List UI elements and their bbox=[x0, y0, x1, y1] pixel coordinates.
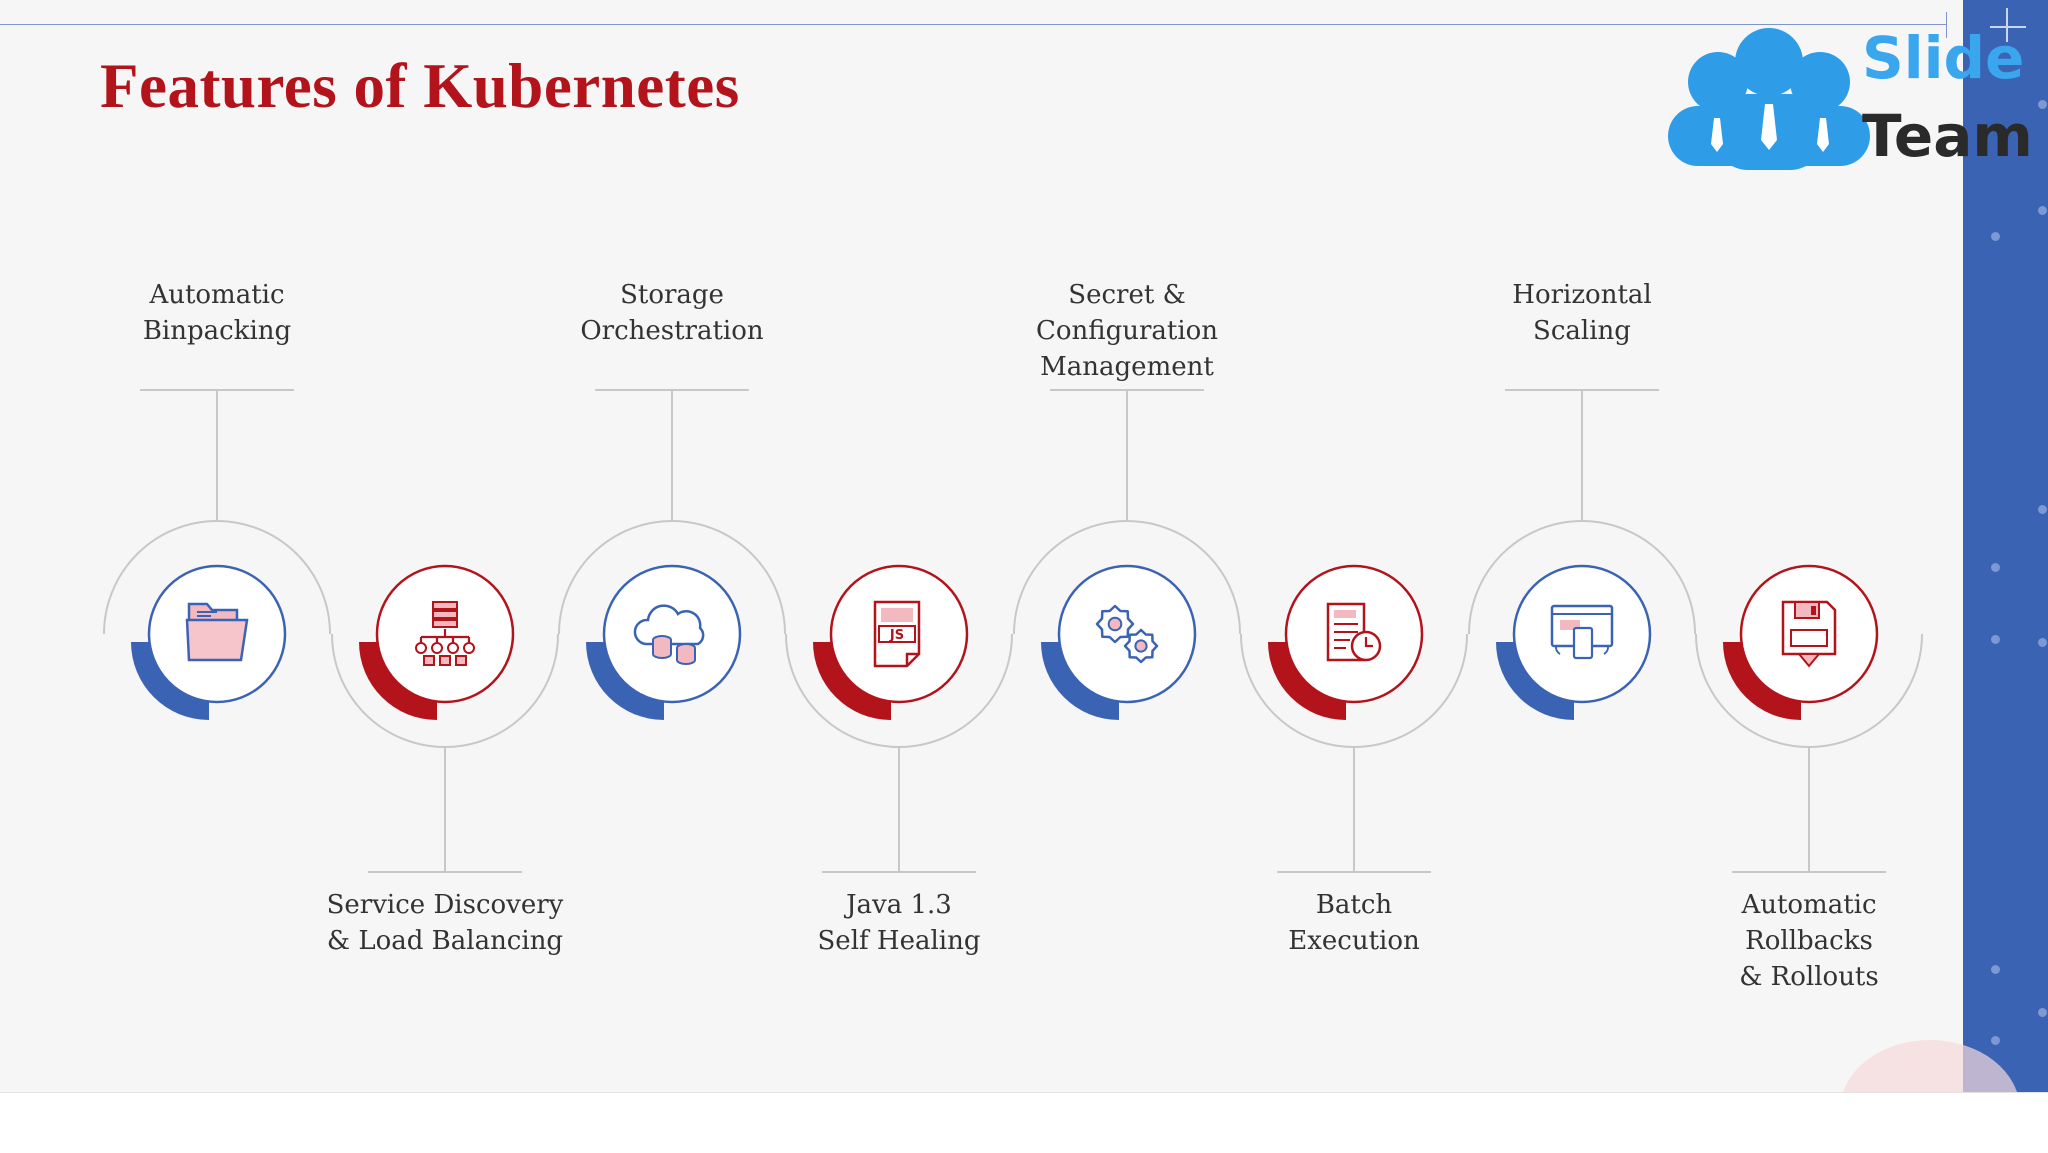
outer-ring-arc bbox=[1695, 633, 1923, 748]
feature-label: Java 1.3 Self Healing bbox=[818, 890, 981, 956]
outer-ring-arc bbox=[103, 520, 331, 635]
slide: Features of Kubernetes Slide Team Automa… bbox=[0, 0, 2048, 1092]
top-rule bbox=[0, 24, 1946, 25]
feature-label: Automatic Rollbacks & Rollouts bbox=[1739, 890, 1878, 992]
band-dot bbox=[2038, 206, 2047, 215]
feature-label-line: Execution bbox=[1288, 926, 1420, 956]
feature-label-line: Binpacking bbox=[143, 316, 291, 346]
logo-wordmark-team: Team bbox=[1862, 102, 2033, 170]
gears-icon bbox=[1095, 604, 1159, 664]
page-title: Features of Kubernetes bbox=[100, 51, 740, 121]
feature-label-line: & Rollouts bbox=[1739, 962, 1878, 992]
plus-mark-bar bbox=[1990, 26, 2026, 28]
feature-label: Automatic Binpacking bbox=[143, 280, 291, 346]
feature-label-line: Horizontal bbox=[1512, 280, 1651, 310]
feature-label-line: Secret & bbox=[1068, 280, 1185, 310]
slideteam-logo bbox=[1668, 28, 1870, 170]
band-dot bbox=[1991, 232, 2000, 241]
bottom-strip bbox=[0, 1092, 2048, 1153]
band-dot bbox=[2038, 505, 2047, 514]
svg-text:JS: JS bbox=[889, 628, 904, 643]
feature-label-line: Orchestration bbox=[580, 316, 764, 346]
features-diagram: Automatic Binpacking Service Discovery & Lo… bbox=[103, 280, 1923, 992]
feature-label: Secret & Configuration Management bbox=[1036, 280, 1218, 382]
feature-label: Batch Execution bbox=[1288, 890, 1420, 956]
feature-item: Storage Orchestration bbox=[558, 280, 786, 720]
top-rule-tick bbox=[1946, 12, 1947, 38]
logo-wordmark-slide: Slide bbox=[1862, 24, 2025, 92]
feature-item: Automatic Binpacking bbox=[103, 280, 331, 720]
feature-label-line: Automatic bbox=[1740, 890, 1876, 920]
band-dot bbox=[1991, 965, 2000, 974]
folder-icon bbox=[185, 602, 249, 662]
outer-ring-arc bbox=[1468, 520, 1696, 635]
feature-label-line: Configuration bbox=[1036, 316, 1218, 346]
feature-item: Secret & Configuration Management bbox=[1013, 280, 1241, 720]
feature-item: Automatic Rollbacks & Rollouts bbox=[1695, 564, 1923, 992]
javascript-file-icon: JS bbox=[873, 600, 921, 668]
outer-ring-arc bbox=[331, 633, 559, 748]
outer-ring-arc bbox=[785, 633, 1013, 748]
outer-ring-arc bbox=[1013, 520, 1241, 635]
feature-label-line: & Load Balancing bbox=[327, 926, 563, 956]
feature-label-line: Rollbacks bbox=[1745, 926, 1873, 956]
outer-ring-arc bbox=[1240, 633, 1468, 748]
right-accent-band bbox=[1963, 0, 2048, 1092]
responsive-devices-icon bbox=[1550, 604, 1614, 660]
feature-label: Storage Orchestration bbox=[580, 280, 764, 346]
feature-label-line: Management bbox=[1040, 352, 1214, 382]
feature-label-line: Storage bbox=[620, 280, 724, 310]
feature-label-line: Scaling bbox=[1533, 316, 1631, 346]
feature-label: Service Discovery & Load Balancing bbox=[327, 890, 564, 956]
band-dot bbox=[1991, 563, 2000, 572]
band-dot bbox=[1991, 1036, 2000, 1045]
feature-item: Service Discovery & Load Balancing bbox=[327, 564, 564, 956]
floppy-disk-icon bbox=[1781, 600, 1837, 668]
feature-label-line: Self Healing bbox=[818, 926, 981, 956]
feature-item: Horizontal Scaling bbox=[1468, 280, 1696, 720]
feature-item: Batch Execution bbox=[1240, 564, 1468, 956]
document-clock-icon bbox=[1326, 602, 1382, 662]
network-hierarchy-icon bbox=[415, 601, 475, 666]
cloud-database-icon bbox=[633, 604, 705, 665]
feature-item: JS Java 1.3 Self Healing bbox=[785, 564, 1013, 956]
outer-ring-arc bbox=[558, 520, 786, 635]
feature-label-line: Batch bbox=[1316, 890, 1393, 920]
band-dot bbox=[2038, 638, 2047, 647]
plus-mark bbox=[2006, 8, 2008, 42]
band-dot bbox=[1991, 635, 2000, 644]
feature-label-line: Java 1.3 bbox=[843, 890, 952, 920]
feature-label-line: Automatic bbox=[148, 280, 284, 310]
feature-label-line: Service Discovery bbox=[327, 890, 564, 920]
feature-label: Horizontal Scaling bbox=[1512, 280, 1651, 346]
band-dot bbox=[2038, 100, 2047, 109]
band-dot bbox=[2038, 1008, 2047, 1017]
